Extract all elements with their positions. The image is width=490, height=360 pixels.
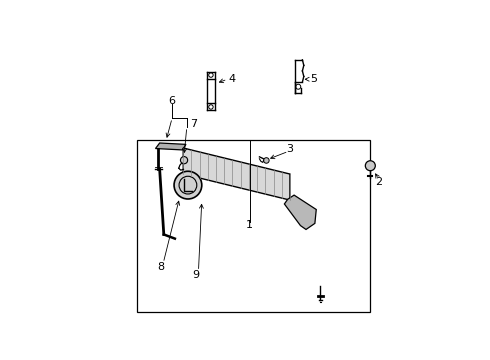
- Text: 6: 6: [169, 96, 175, 107]
- Text: 4: 4: [228, 74, 235, 84]
- Text: 2: 2: [375, 177, 382, 187]
- Text: 7: 7: [190, 118, 197, 129]
- Circle shape: [366, 161, 375, 171]
- Polygon shape: [284, 195, 316, 229]
- Text: 9: 9: [192, 270, 199, 280]
- Circle shape: [174, 171, 202, 199]
- Polygon shape: [155, 143, 186, 150]
- Polygon shape: [183, 148, 290, 200]
- Text: 5: 5: [310, 74, 317, 84]
- Text: 1: 1: [246, 220, 253, 230]
- Bar: [138, 140, 370, 312]
- Circle shape: [264, 158, 269, 163]
- Text: 8: 8: [157, 262, 165, 272]
- Circle shape: [180, 157, 188, 164]
- Text: 3: 3: [287, 144, 294, 154]
